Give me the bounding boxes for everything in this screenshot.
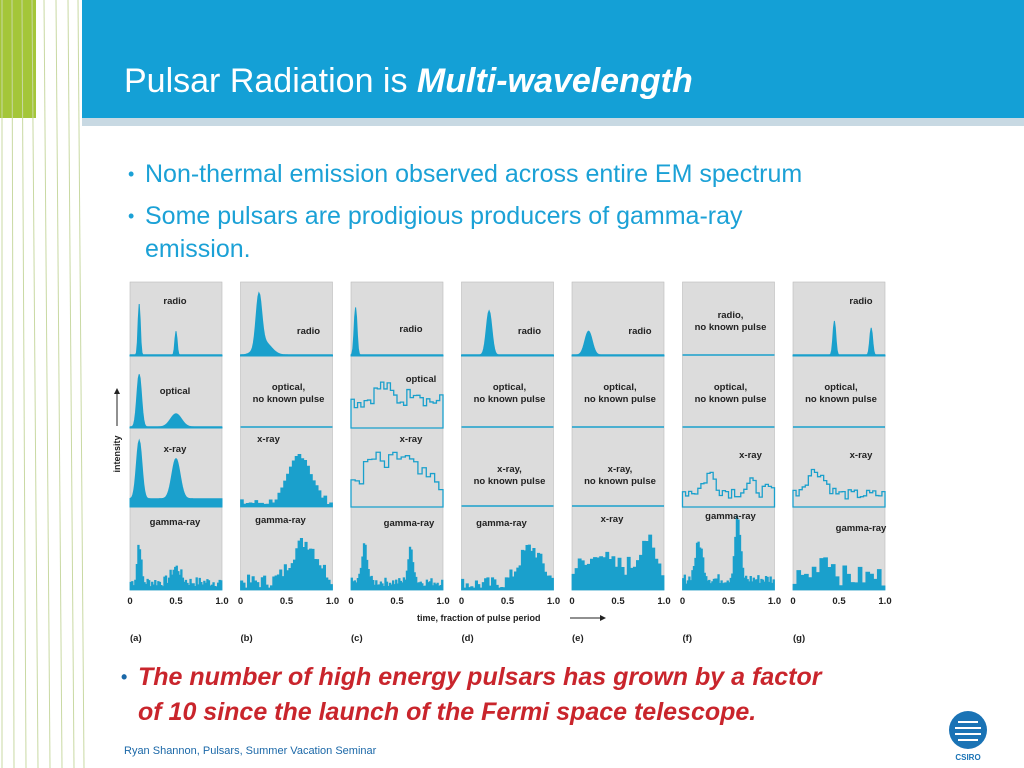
x-tick-label: 1.0	[768, 596, 781, 607]
panel-label: gamma-ray	[150, 517, 201, 528]
panel-label: x-ray	[400, 434, 423, 445]
panel-label: gamma-ray	[476, 518, 527, 529]
panel-label: optical,	[272, 382, 305, 393]
x-axis-label: time, fraction of pulse period	[417, 613, 541, 623]
x-tick-label: 0	[348, 596, 353, 607]
x-tick-label: 1.0	[215, 596, 228, 607]
panel-label: radio	[297, 326, 320, 337]
panel-id: (c)	[351, 633, 363, 644]
x-tick-label: 0	[238, 596, 243, 607]
panel-c: radio optical x-ray gamma-ray 0 0.5 1.0 (c)	[348, 281, 450, 644]
panel-label: x-ray	[601, 514, 624, 525]
slide-title: Pulsar Radiation is Multi-wavelength	[124, 62, 693, 101]
bullet-1-text: Non-thermal emission observed across ent…	[145, 160, 803, 188]
panel-label: no known pulse	[474, 476, 546, 487]
panel-label: gamma-ray	[705, 511, 756, 522]
panel-label: gamma-ray	[384, 518, 435, 529]
panel-label: no known pulse	[474, 394, 546, 405]
panel-label: no known pulse	[584, 394, 656, 405]
x-tick-label: 1.0	[547, 596, 560, 607]
panel-label: x-ray	[257, 434, 280, 445]
panel-label: gamma-ray	[255, 515, 306, 526]
panel-g: radio optical,no known pulse x-ray gamma-ra…	[790, 281, 892, 644]
header-stripe	[82, 118, 1024, 126]
panel-label: radio	[518, 326, 541, 337]
title-emphasis: Multi-wavelength	[416, 62, 693, 100]
bullet-2-cont: emission.	[145, 233, 251, 265]
panel-label: radio	[399, 324, 422, 335]
panel-label: gamma-ray	[836, 523, 887, 534]
y-axis-label: intensity	[112, 435, 122, 472]
panel-label: no known pulse	[805, 394, 877, 405]
x-tick-label: 0.5	[501, 596, 515, 607]
panel-label: radio	[628, 326, 651, 337]
bullet-2-cont-text: emission.	[145, 235, 251, 263]
x-tick-label: 0.5	[280, 596, 294, 607]
decorative-lines	[1, 0, 85, 768]
x-tick-label: 0	[790, 596, 795, 607]
x-tick-label: 1.0	[657, 596, 670, 607]
panel-label: optical	[406, 374, 437, 385]
x-tick-label: 0	[569, 596, 574, 607]
accent-block	[0, 0, 36, 118]
x-tick-label: 0.5	[611, 596, 625, 607]
panel-id: (a)	[130, 633, 142, 644]
panel-label: no known pulse	[584, 476, 656, 487]
highlight-line-1: The number of high energy pulsars has gr…	[138, 663, 822, 691]
panel-id: (e)	[572, 633, 584, 644]
logo-text: CSIRO	[955, 753, 980, 762]
bullet-1: • Non-thermal emission observed across en…	[128, 160, 803, 188]
highlight-bullet: • The number of high energy pulsars has g…	[121, 663, 822, 691]
panel-label: radio	[163, 296, 186, 307]
panel-label: optical,	[824, 382, 857, 393]
panel-label: x-ray	[850, 450, 873, 461]
x-tick-label: 0.5	[722, 596, 736, 607]
panel-a: radio optical x-ray gamma-ray 0 0.5 1.0 (a)	[127, 281, 229, 644]
panel-label: radio,	[718, 310, 744, 321]
panel-label: optical,	[714, 382, 747, 393]
panel-label: optical	[160, 386, 191, 397]
title-plain: Pulsar Radiation is	[124, 62, 417, 100]
panel-label: x-ray,	[608, 464, 633, 475]
panel-label: x-ray,	[497, 464, 522, 475]
x-tick-label: 0	[680, 596, 685, 607]
x-tick-label: 1.0	[878, 596, 891, 607]
panel-label: no known pulse	[253, 394, 325, 405]
panel-label: x-ray	[164, 444, 187, 455]
csiro-logo: CSIRO	[949, 711, 987, 762]
panel-label: no known pulse	[695, 394, 767, 405]
panel-id: (g)	[793, 633, 805, 644]
panel-label: radio	[849, 296, 872, 307]
panel-label: optical,	[603, 382, 636, 393]
x-tick-label: 0	[459, 596, 464, 607]
panel-id: (d)	[462, 633, 474, 644]
header-bar	[82, 0, 1024, 118]
panel-id: (b)	[241, 633, 253, 644]
panel-id: (f)	[683, 633, 693, 644]
bullet-2: • Some pulsars are prodigious producers o…	[128, 202, 743, 230]
panel-label: x-ray	[739, 450, 762, 461]
highlight-bullet-cont: of 10 since the launch of the Fermi spac…	[138, 696, 756, 728]
x-tick-label: 0.5	[390, 596, 404, 607]
footer-text: Ryan Shannon, Pulsars, Summer Vacation S…	[124, 745, 377, 757]
panel-label: no known pulse	[695, 322, 767, 333]
panel-b: radio optical,no known pulse x-ray gamma-ra…	[238, 281, 339, 644]
x-tick-label: 0.5	[169, 596, 183, 607]
x-tick-label: 0.5	[832, 596, 846, 607]
x-tick-label: 0	[127, 596, 132, 607]
highlight-line-2: of 10 since the launch of the Fermi spac…	[138, 698, 757, 726]
x-tick-label: 1.0	[436, 596, 449, 607]
panel-label: optical,	[493, 382, 526, 393]
bullet-2-text: Some pulsars are prodigious producers of…	[145, 202, 743, 230]
x-tick-label: 1.0	[326, 596, 339, 607]
